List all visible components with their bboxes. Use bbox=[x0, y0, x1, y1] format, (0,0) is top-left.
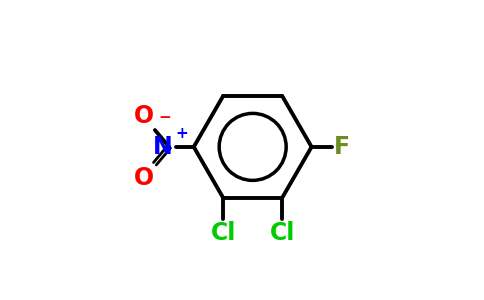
Text: F: F bbox=[334, 135, 350, 159]
Text: Cl: Cl bbox=[211, 221, 236, 245]
Text: +: + bbox=[175, 126, 188, 141]
Text: Cl: Cl bbox=[270, 221, 295, 245]
Text: O: O bbox=[134, 166, 154, 190]
Text: −: − bbox=[158, 110, 171, 125]
Text: N: N bbox=[153, 135, 173, 159]
Text: O: O bbox=[134, 104, 154, 128]
